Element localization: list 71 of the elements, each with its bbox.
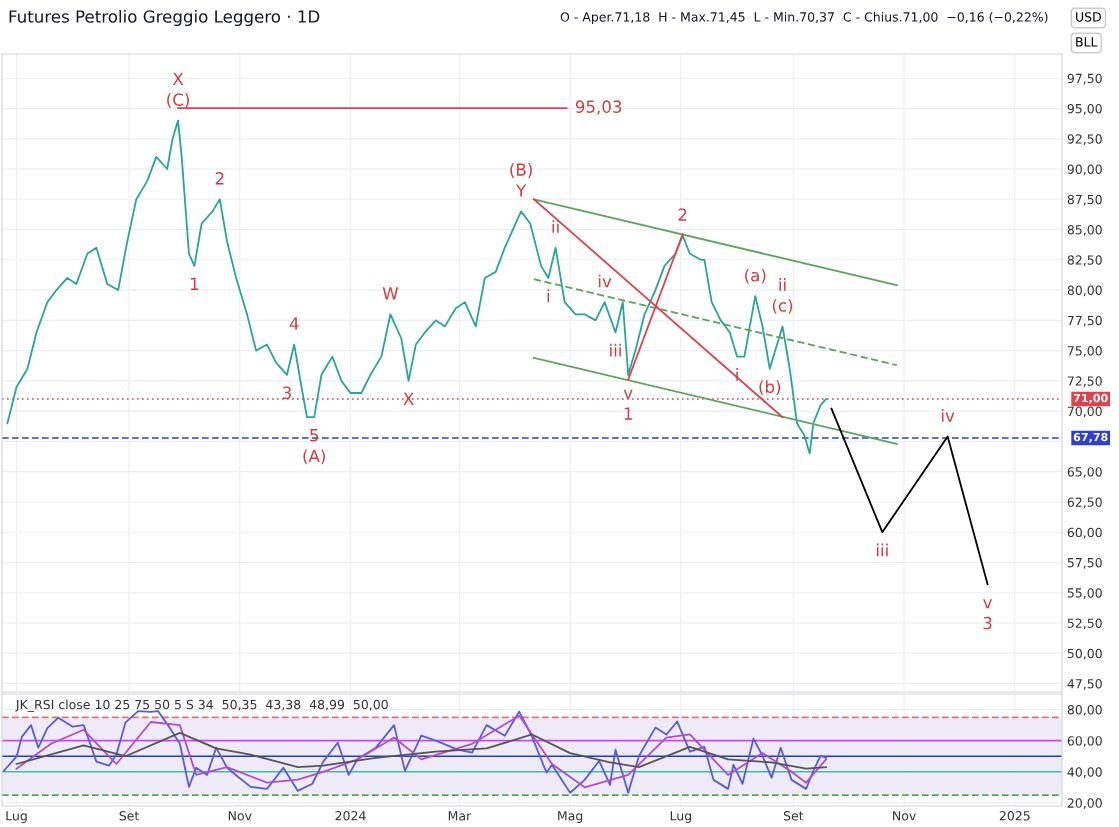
annotation: Y xyxy=(515,184,527,197)
y-tick-label: 95,00 xyxy=(1067,103,1102,115)
y-tick-label: 97,50 xyxy=(1067,73,1102,85)
annotation: (C) xyxy=(167,93,189,108)
x-tick-label: 2025 xyxy=(999,811,1030,821)
x-tick-label: Lug xyxy=(6,811,27,823)
annotation: (A) xyxy=(303,449,325,465)
y-tick-label: 80,00 xyxy=(1067,285,1102,297)
y-tick-label: 60,00 xyxy=(1067,736,1102,747)
annotation: (a) xyxy=(745,268,766,284)
annotation: 3 xyxy=(282,386,291,400)
y-tick-label: 75,00 xyxy=(1067,346,1102,357)
x-tick-label: Nov xyxy=(893,811,916,821)
line-series xyxy=(15,731,827,770)
annotation: i xyxy=(736,368,738,381)
x-tick-label: Nov xyxy=(228,811,252,821)
annotation: 2 xyxy=(215,172,224,185)
y-tick-label: 47,50 xyxy=(1067,679,1102,690)
y-tick-label: 72,50 xyxy=(1067,376,1102,388)
line-series xyxy=(830,407,989,586)
x-tick-label: Lug xyxy=(670,811,691,823)
annotation: (b) xyxy=(759,380,781,395)
x-tick-label: Set xyxy=(119,811,140,821)
y-tick-label: 92,50 xyxy=(1067,134,1102,145)
annotation: 95,03 xyxy=(575,100,622,115)
y-tick-label: 50,00 xyxy=(1067,648,1102,660)
annotation: 3 xyxy=(983,616,992,630)
ref-line-label: 67,78 xyxy=(1073,432,1108,443)
annotation: v xyxy=(983,599,993,609)
y-tick-label: 40,00 xyxy=(1067,767,1102,778)
y-tick-label: 77,50 xyxy=(1067,315,1102,327)
annotation: X xyxy=(172,72,184,85)
annotation: (c) xyxy=(772,298,793,314)
annotation: v xyxy=(623,389,633,399)
x-tick-label: Mag xyxy=(558,811,583,823)
x-tick-label: Set xyxy=(783,811,804,821)
x-tick-label: Mar xyxy=(448,811,472,821)
y-tick-label: 82,50 xyxy=(1067,255,1102,267)
annotation: iii xyxy=(876,543,888,557)
annotation: JK_RSI close 10 25 75 50 5 S 34 50,35 43,38 48,99 50,00 xyxy=(15,699,388,712)
text: USD xyxy=(1076,12,1101,22)
annotation: (B) xyxy=(510,163,532,178)
chart-title: Futures Petrolio Greggio Leggero · 1D xyxy=(9,9,320,27)
y-tick-label: 57,50 xyxy=(1067,557,1102,569)
y-tick-label: 55,00 xyxy=(1067,588,1102,599)
y-tick-label: 90,00 xyxy=(1067,164,1102,176)
annotation: ii xyxy=(552,220,559,233)
y-tick-label: 20,00 xyxy=(1067,798,1102,810)
y-tick-label: 52,50 xyxy=(1067,618,1102,630)
annotation: 1 xyxy=(190,277,199,290)
annotation: iv xyxy=(598,274,612,288)
y-tick-label: 65,00 xyxy=(1067,467,1102,478)
ref-line-label: 71,00 xyxy=(1073,393,1108,404)
y-tick-label: 87,50 xyxy=(1067,194,1102,206)
text: BLL xyxy=(1076,37,1098,47)
annotation: 2 xyxy=(678,208,687,221)
annotation: iii xyxy=(610,343,621,357)
annotation: ii xyxy=(779,278,786,291)
y-tick-label: 80,00 xyxy=(1067,705,1102,716)
annotation: iv xyxy=(941,409,955,422)
annotation: 1 xyxy=(624,407,632,420)
y-tick-label: 85,00 xyxy=(1067,225,1102,236)
y-tick-label: 60,00 xyxy=(1067,527,1102,539)
x-tick-label: 2024 xyxy=(335,811,366,821)
annotation: W xyxy=(382,287,399,300)
annotation: i xyxy=(547,289,550,303)
annotation: 4 xyxy=(289,317,299,330)
y-tick-label: 62,50 xyxy=(1067,497,1102,509)
chart-subtitle: O - Aper.71,18 H - Max.71,45 L - Min.70,37 C - Chius.71,00 −0,16 (−0,22%) xyxy=(560,11,1048,25)
y-tick-label: 70,00 xyxy=(1067,406,1102,418)
annotation: X xyxy=(403,392,414,405)
